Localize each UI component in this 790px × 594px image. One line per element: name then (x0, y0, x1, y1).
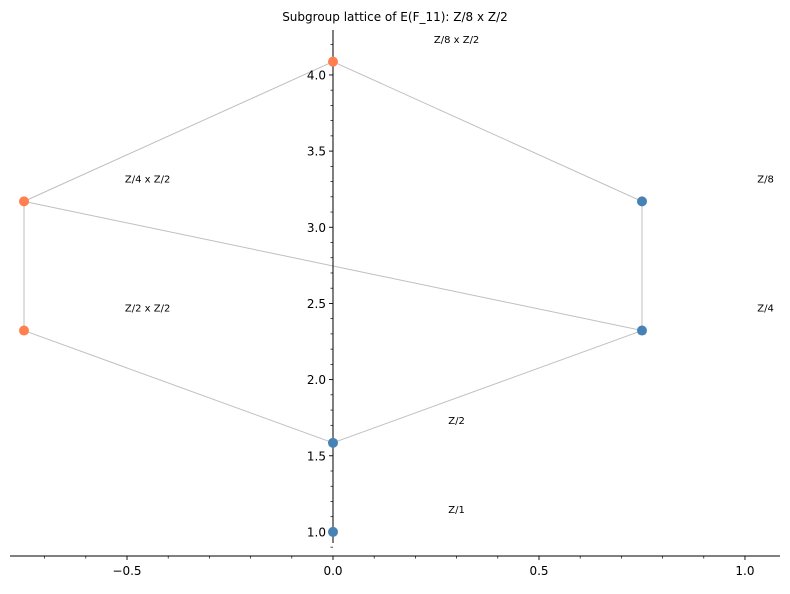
node-label: Z/8 (757, 175, 774, 186)
node-label: Z/4 (757, 304, 774, 315)
lattice-edge (332, 61, 643, 202)
node-label: Z/1 (448, 505, 465, 516)
axes: −0.5 0.0 0.5 1.0 1.0 1.5 2.0 2.5 3.0 3.5 4.0 (10, 30, 780, 578)
lattice-node (19, 325, 30, 336)
lattice-node (19, 196, 30, 207)
lattice-edge (332, 330, 643, 444)
lattice-node (636, 325, 647, 336)
y-tick-label: 4.0 (307, 68, 326, 82)
y-tick-label: 2.5 (307, 297, 326, 311)
lattice-edge (23, 61, 334, 202)
lattice-node (327, 56, 338, 67)
x-tick-label: 0.5 (529, 564, 548, 578)
lattice-node (327, 526, 338, 537)
lattice-node (636, 196, 647, 207)
node-label: Z/2 (448, 416, 465, 427)
x-tick-label: −0.5 (112, 564, 141, 578)
y-tick-label: 2.0 (307, 373, 326, 387)
y-tick-label: 1.5 (307, 449, 326, 463)
node-label: Z/2 x Z/2 (125, 304, 170, 315)
node-label: Z/8 x Z/2 (434, 35, 479, 46)
x-tick-label: 1.0 (735, 564, 754, 578)
y-tick-label: 3.0 (307, 221, 326, 235)
x-tick-label: 0.0 (323, 564, 342, 578)
chart-title: Subgroup lattice of E(F_11): Z/8 x Z/2 (282, 10, 508, 24)
nodes (19, 56, 647, 537)
node-labels: Z/1 Z/2 Z/4 Z/8 Z/2 x Z/2 Z/4 x Z/2 Z/8 x Z/2 (125, 35, 774, 516)
y-tick-label: 3.5 (307, 145, 326, 159)
node-label: Z/4 x Z/2 (125, 175, 170, 186)
lattice-edge (23, 330, 334, 444)
y-tick-label: 1.0 (307, 525, 326, 539)
lattice-node (327, 437, 338, 448)
